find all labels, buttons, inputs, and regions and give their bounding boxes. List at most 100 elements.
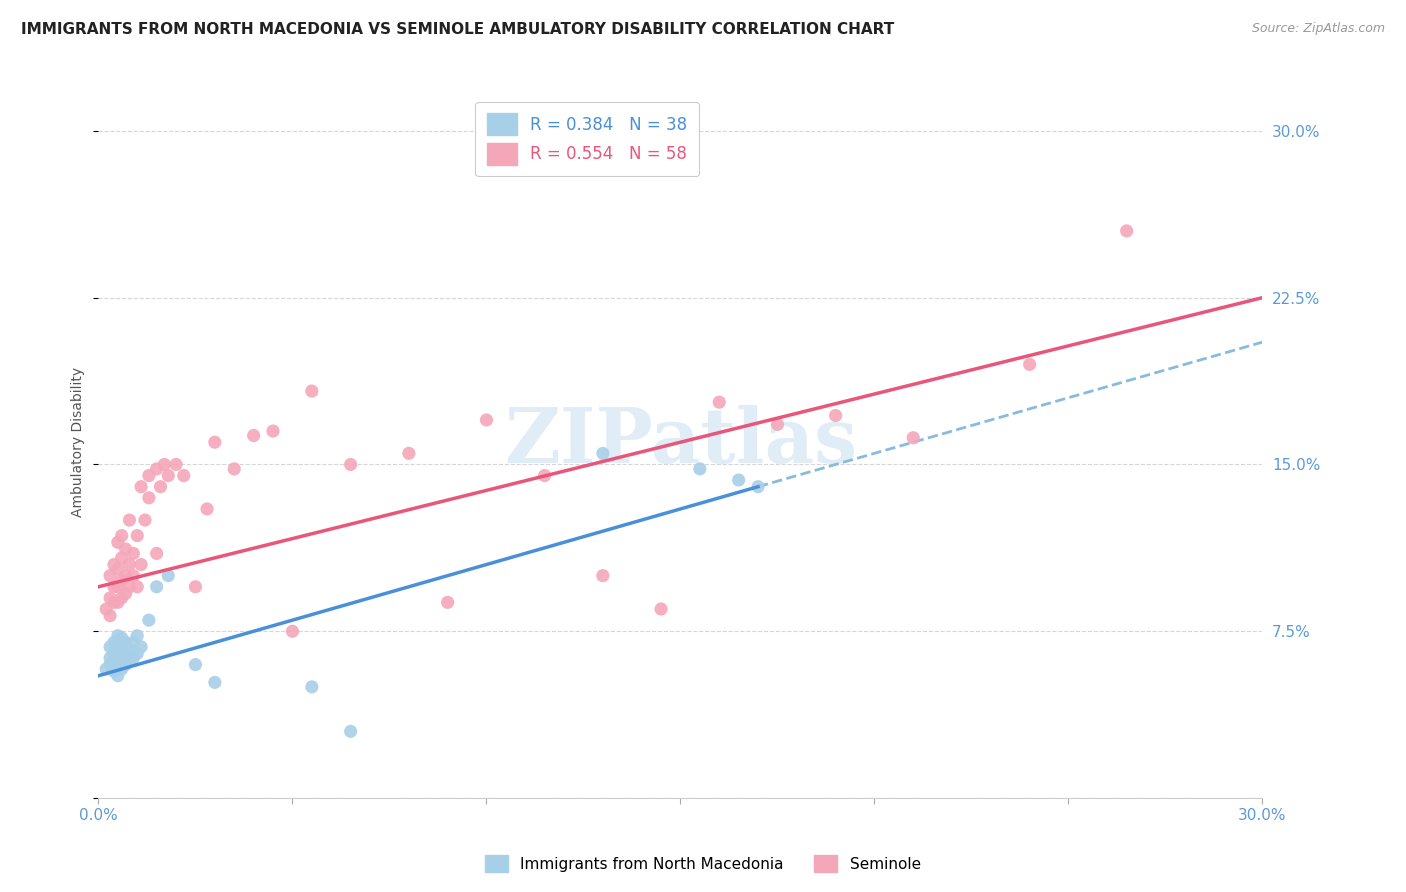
Point — [114, 541, 136, 556]
Point — [111, 528, 134, 542]
Point — [118, 513, 141, 527]
Point — [111, 573, 134, 587]
Point — [122, 651, 145, 665]
Point — [103, 558, 125, 572]
Point — [1018, 357, 1040, 371]
Point — [107, 595, 129, 609]
Point — [727, 473, 749, 487]
Point — [107, 657, 129, 672]
Point — [107, 640, 129, 654]
Point — [114, 635, 136, 649]
Point — [103, 665, 125, 679]
Point — [149, 480, 172, 494]
Point — [145, 580, 167, 594]
Point — [339, 724, 361, 739]
Point — [107, 535, 129, 549]
Point — [157, 568, 180, 582]
Point — [134, 513, 156, 527]
Text: Source: ZipAtlas.com: Source: ZipAtlas.com — [1251, 22, 1385, 36]
Point — [103, 635, 125, 649]
Point — [118, 580, 141, 594]
Point — [475, 413, 498, 427]
Point — [103, 580, 125, 594]
Point — [262, 424, 284, 438]
Point — [127, 647, 149, 661]
Point — [114, 657, 136, 672]
Point — [138, 613, 160, 627]
Text: IMMIGRANTS FROM NORTH MACEDONIA VS SEMINOLE AMBULATORY DISABILITY CORRELATION CH: IMMIGRANTS FROM NORTH MACEDONIA VS SEMIN… — [21, 22, 894, 37]
Point — [127, 528, 149, 542]
Point — [533, 468, 555, 483]
Point — [122, 635, 145, 649]
Point — [184, 580, 207, 594]
Point — [689, 462, 711, 476]
Point — [204, 435, 226, 450]
Point — [107, 580, 129, 594]
Point — [122, 546, 145, 560]
Point — [436, 595, 458, 609]
Point — [301, 384, 323, 398]
Point — [709, 395, 731, 409]
Point — [173, 468, 195, 483]
Point — [98, 651, 121, 665]
Point — [195, 502, 218, 516]
Point — [118, 642, 141, 657]
Y-axis label: Ambulatory Disability: Ambulatory Disability — [72, 368, 86, 517]
Point — [114, 586, 136, 600]
Point — [129, 558, 152, 572]
Point — [153, 458, 176, 472]
Point — [107, 629, 129, 643]
Point — [98, 640, 121, 654]
Point — [204, 675, 226, 690]
Point — [111, 631, 134, 645]
Point — [111, 644, 134, 658]
Point — [157, 468, 180, 483]
Point — [1115, 224, 1137, 238]
Point — [107, 562, 129, 576]
Point — [650, 602, 672, 616]
Point — [824, 409, 846, 423]
Point — [165, 458, 187, 472]
Point — [138, 468, 160, 483]
Point — [98, 591, 121, 605]
Point — [398, 446, 420, 460]
Point — [301, 680, 323, 694]
Point — [138, 491, 160, 505]
Point — [111, 662, 134, 676]
Point — [118, 653, 141, 667]
Point — [592, 446, 614, 460]
Point — [114, 647, 136, 661]
Point — [281, 624, 304, 639]
Point — [111, 653, 134, 667]
Point — [747, 480, 769, 494]
Point — [96, 602, 118, 616]
Point — [111, 591, 134, 605]
Point — [103, 656, 125, 670]
Point — [129, 640, 152, 654]
Point — [96, 662, 118, 676]
Point — [766, 417, 789, 432]
Point — [98, 568, 121, 582]
Legend: R = 0.384   N = 38, R = 0.554   N = 58: R = 0.384 N = 38, R = 0.554 N = 58 — [475, 102, 699, 177]
Point — [592, 568, 614, 582]
Point — [224, 462, 246, 476]
Point — [242, 428, 264, 442]
Point — [903, 431, 925, 445]
Point — [107, 669, 129, 683]
Point — [118, 558, 141, 572]
Point — [98, 657, 121, 672]
Point — [127, 629, 149, 643]
Point — [127, 580, 149, 594]
Point — [98, 608, 121, 623]
Point — [145, 462, 167, 476]
Point — [184, 657, 207, 672]
Point — [339, 458, 361, 472]
Legend: Immigrants from North Macedonia, Seminole: Immigrants from North Macedonia, Seminol… — [478, 847, 928, 880]
Point — [122, 568, 145, 582]
Point — [107, 648, 129, 663]
Point — [129, 480, 152, 494]
Point — [145, 546, 167, 560]
Point — [111, 550, 134, 565]
Point — [114, 568, 136, 582]
Point — [103, 595, 125, 609]
